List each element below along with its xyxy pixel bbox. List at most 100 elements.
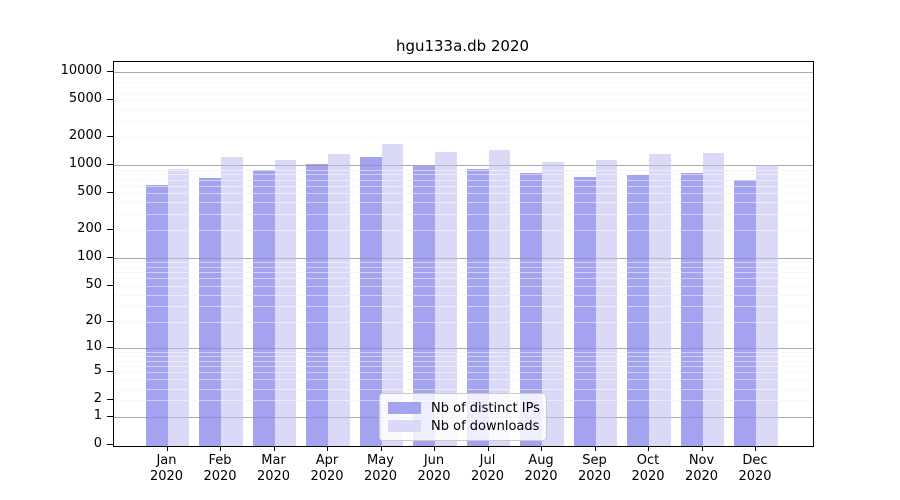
y-tick-mark [107, 136, 113, 138]
y-tick-mark [107, 192, 113, 194]
x-tick-label: Nov 2020 [684, 453, 719, 484]
legend-row-distinct-ips: Nb of distinct IPs [388, 399, 540, 417]
x-tick-mark [220, 446, 221, 451]
plot-area: Nb of distinct IPs Nb of downloads [113, 61, 814, 447]
y-tick-mark [107, 71, 113, 73]
gridline-overlay [114, 379, 813, 381]
x-tick-mark [434, 446, 435, 451]
y-tick-mark [107, 320, 113, 322]
bar-distinct-ips [680, 172, 703, 446]
gridline-overlay [114, 137, 813, 139]
y-tick-label: 5000 [68, 91, 102, 107]
x-tick-label: Oct 2020 [631, 453, 665, 484]
y-tick-mark [107, 284, 113, 286]
y-tick-label: 0 [93, 435, 102, 451]
gridline-overlay [114, 347, 813, 349]
gridlines-over-layer [114, 62, 813, 446]
x-tick-mark [327, 446, 328, 451]
gridline [114, 165, 813, 167]
gridline-overlay [114, 267, 813, 268]
bar-distinct-ips [145, 184, 168, 446]
x-tick-label: Jan 2020 [149, 453, 184, 484]
y-tick-label: 1000 [68, 156, 102, 172]
gridline-overlay [114, 72, 813, 74]
bar-distinct-ips [520, 173, 542, 446]
gridline-overlay [114, 258, 813, 260]
y-tick-label: 10 [85, 338, 102, 354]
bar-downloads [274, 159, 297, 446]
y-tick-label: 500 [77, 184, 102, 200]
y-tick-mark [107, 371, 113, 373]
gridline-overlay [114, 230, 813, 232]
gridline-overlay [114, 179, 813, 181]
bar-downloads [595, 159, 618, 446]
y-tick-mark [107, 415, 113, 417]
x-tick-mark [701, 446, 703, 451]
x-tick-label: Dec 2020 [738, 453, 772, 484]
legend-label-distinct-ips: Nb of distinct IPs [431, 400, 540, 416]
y-tick-label: 1 [93, 407, 102, 423]
x-tick-label: Jun 2020 [417, 453, 451, 484]
x-tick-mark [380, 446, 382, 451]
legend-swatch-downloads [388, 420, 421, 432]
gridline-overlay [114, 351, 813, 353]
y-tick-label: 2 [93, 391, 102, 407]
bar-downloads [756, 165, 778, 446]
gridline-overlay [114, 213, 813, 215]
bar-distinct-ips [199, 177, 221, 446]
bar-distinct-ips [306, 163, 328, 446]
legend: Nb of distinct IPs Nb of downloads [379, 393, 547, 441]
y-tick-mark [107, 346, 113, 348]
y-tick-mark [107, 443, 113, 445]
gridline-overlay [114, 109, 813, 111]
x-tick-mark [648, 446, 649, 451]
x-tick-label: May 2020 [363, 453, 398, 484]
bar-distinct-ips [252, 170, 275, 446]
y-tick-label: 5 [93, 363, 102, 379]
gridline-overlay [114, 86, 813, 88]
gridline [114, 72, 813, 74]
gridline-overlay [114, 76, 813, 78]
gridline-overlay [114, 169, 813, 171]
legend-row-downloads: Nb of downloads [388, 417, 539, 435]
gridline-overlay [114, 365, 813, 367]
gridline-overlay [114, 355, 813, 357]
x-tick-label: Aug 2020 [524, 453, 558, 484]
legend-swatch-distinct-ips [388, 402, 421, 414]
gridline-overlay [114, 81, 813, 83]
gridline-overlay [114, 202, 813, 204]
y-tick-label: 20 [85, 312, 102, 328]
bar-distinct-ips [466, 168, 489, 446]
gridline-overlay [114, 100, 813, 102]
y-tick-mark [107, 99, 113, 101]
y-tick-label: 50 [85, 276, 102, 292]
gridline-overlay [114, 388, 813, 390]
x-tick-mark [594, 446, 596, 451]
y-tick-mark [107, 164, 113, 166]
y-tick-mark [107, 257, 113, 259]
bar-downloads [542, 161, 564, 446]
bar-distinct-ips [573, 176, 596, 446]
gridline-overlay [114, 186, 813, 188]
y-tick-label: 100 [77, 249, 102, 265]
x-tick-mark [541, 446, 542, 451]
gridline-overlay [114, 272, 813, 274]
y-tick-label: 10000 [60, 63, 102, 79]
gridline-overlay [114, 278, 813, 280]
gridline [114, 347, 813, 349]
bar-distinct-ips [627, 175, 649, 446]
gridline-overlay [114, 174, 813, 176]
y-tick-mark [107, 399, 113, 401]
x-tick-mark [273, 446, 275, 451]
bar-distinct-ips [359, 156, 382, 446]
gridline-overlay [114, 262, 813, 264]
bar-distinct-ips [734, 179, 756, 446]
bar-downloads [221, 157, 243, 446]
gridline-overlay [114, 360, 813, 362]
y-tick-label: 2000 [68, 128, 102, 144]
x-tick-label: Mar 2020 [256, 453, 291, 484]
gridline-overlay [114, 193, 813, 195]
gridline-overlay [114, 372, 813, 374]
x-tick-label: Apr 2020 [310, 453, 344, 484]
